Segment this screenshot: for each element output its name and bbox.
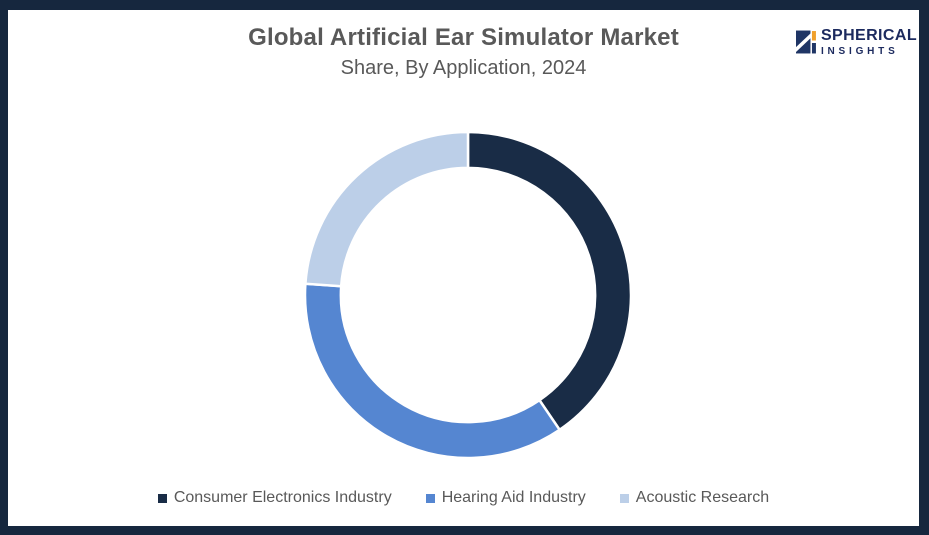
donut-slice-acoustic-research [304, 130, 470, 288]
legend-label: Acoustic Research [635, 489, 770, 506]
legend-marker-hearing-aid [425, 493, 435, 503]
chart-header: Global Artificial Ear Simulator Market S… [8, 22, 919, 82]
legend-marker-consumer-electronics [157, 493, 167, 503]
logo-brand-subname: INSIGHTS [820, 46, 899, 57]
donut-chart [303, 130, 633, 460]
chart-legend: Consumer Electronics Industry Hearing Ai… [8, 488, 919, 508]
legend-label: Consumer Electronics Industry [173, 489, 392, 506]
spherical-insights-logo: SPHERICAL INSIGHTS [790, 12, 919, 72]
logo-brand-name: SPHERICAL [820, 27, 917, 44]
legend-item-acoustic-research: Acoustic Research [619, 488, 770, 508]
legend-label: Hearing Aid Industry [441, 489, 586, 506]
spherical-insights-logo-mark-icon [796, 30, 816, 54]
donut-chart-area [298, 125, 638, 465]
legend-item-consumer-electronics: Consumer Electronics Industry [157, 488, 392, 508]
chart-subtitle: Share, By Application, 2024 [340, 57, 587, 79]
logo-text: SPHERICAL INSIGHTS [821, 26, 917, 58]
donut-slice-hearing-aid-industry [303, 282, 562, 460]
legend-marker-acoustic-research [619, 493, 629, 503]
chart-title: Global Artificial Ear Simulator Market [248, 24, 679, 51]
legend-item-hearing-aid: Hearing Aid Industry [425, 488, 586, 508]
donut-slice-consumer-electronics-industry [466, 130, 633, 432]
